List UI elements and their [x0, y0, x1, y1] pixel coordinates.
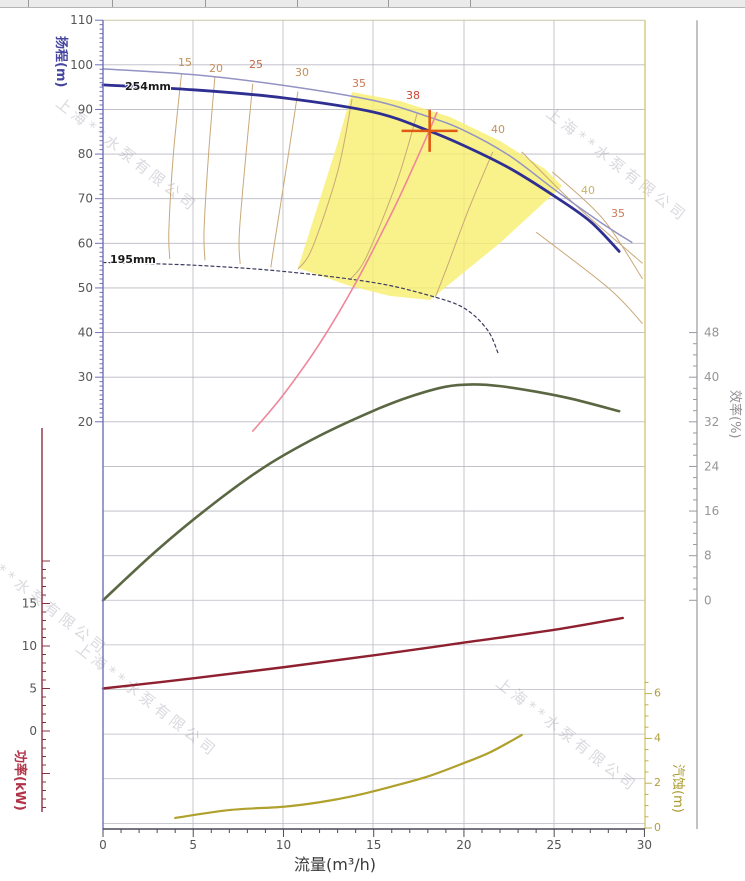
series-impeller-254mm: [101, 83, 621, 253]
top-tab-bar[interactable]: [0, 0, 745, 8]
iso-efficiency-label: 25: [249, 58, 263, 71]
efficiency-tick-label: 40: [704, 370, 719, 384]
efficiency-tick-label: 32: [704, 415, 719, 429]
head-tick-label: 40: [78, 326, 93, 340]
iso-efficiency-line: [238, 83, 254, 264]
flow-tick-label: 0: [99, 838, 107, 852]
series-npsh-curve: [174, 733, 523, 820]
tab-separator: [297, 0, 298, 7]
recommended-zone: [298, 92, 562, 300]
series-power-curve: [101, 616, 624, 690]
tab-separator: [205, 0, 206, 7]
iso-efficiency-line: [270, 91, 299, 268]
tab-separator: [470, 0, 471, 7]
iso-efficiency-line: [349, 113, 418, 280]
head-tick-label: 100: [70, 58, 93, 72]
iso-efficiency-line: [168, 73, 183, 259]
iso-efficiency-lines: [168, 73, 644, 324]
iso-efficiency-label: 40: [581, 184, 595, 197]
npsh-tick-label: 0: [654, 821, 661, 834]
efficiency-tick-label: 8: [704, 549, 712, 563]
head-tick-label: 90: [78, 102, 93, 116]
flow-tick-label: 30: [637, 838, 652, 852]
efficiency-axis-title: 效率(%): [727, 390, 743, 439]
efficiency-tick-label: 0: [704, 593, 712, 607]
head-tick-label: 30: [78, 370, 93, 384]
power-axis-title: 功率(kW): [12, 750, 28, 811]
duty-point-cross[interactable]: [401, 109, 458, 152]
flow-axis-title: 流量(m³/h): [294, 855, 376, 874]
tab-separator: [388, 0, 389, 7]
series-impeller-max-head: [102, 68, 633, 244]
iso-efficiency-label: 15: [178, 56, 192, 69]
iso-efficiency-line: [297, 99, 353, 270]
iso-efficiency-line: [203, 76, 216, 261]
efficiency-tick-label: 24: [704, 459, 719, 473]
series-impeller-195mm: [102, 261, 499, 355]
impeller-label: 254mm: [125, 80, 171, 93]
iso-efficiency-label: 20: [209, 62, 223, 75]
head-tick-label: 80: [78, 147, 93, 161]
iso-efficiency-line: [434, 151, 494, 298]
power-tick-label: 0: [29, 724, 37, 738]
head-tick-label: 50: [78, 281, 93, 295]
tab-separator: [28, 0, 29, 7]
tab-separator: [112, 0, 113, 7]
iso-efficiency-line: [535, 231, 643, 324]
impeller-label: 195mm: [110, 253, 156, 266]
series-efficiency-curve: [101, 383, 621, 602]
power-tick-label: 5: [29, 682, 37, 696]
series-similarity-parabola: [251, 111, 438, 432]
axis-ticks: 1101009080706050403020151050484032241680…: [22, 13, 720, 852]
head-tick-label: 70: [78, 192, 93, 206]
npsh-tick-label: 4: [654, 731, 661, 744]
npsh-axis-title: 汽蚀(m): [670, 764, 685, 813]
iso-efficiency-line: [552, 171, 644, 280]
head-axis-title: 扬程(m): [53, 36, 69, 87]
power-tick-label: 10: [22, 639, 37, 653]
power-tick-label: 15: [22, 597, 37, 611]
flow-tick-label: 5: [189, 838, 197, 852]
iso-efficiency-label: 35: [352, 77, 366, 90]
iso-efficiency-label: 30: [295, 66, 309, 79]
head-tick-label: 110: [70, 13, 93, 27]
efficiency-tick-label: 48: [704, 326, 719, 340]
efficiency-tick-label: 16: [704, 504, 719, 518]
npsh-tick-label: 6: [654, 687, 661, 700]
flow-tick-label: 10: [276, 838, 291, 852]
npsh-tick-label: 2: [654, 776, 661, 789]
iso-efficiency-label: 35: [611, 207, 625, 220]
pump-curve-chart: 上海**水泵有限公司 上海**水泵有限公司上海**水泵有限公司上海**水泵有限公司…: [0, 13, 743, 874]
flow-tick-label: 25: [547, 838, 562, 852]
flow-tick-label: 15: [366, 838, 381, 852]
head-tick-label: 20: [78, 415, 93, 429]
iso-efficiency-label: 38: [406, 89, 420, 102]
head-tick-label: 60: [78, 236, 93, 250]
watermark-text: 上海**水泵有限公司: [0, 537, 112, 659]
iso-efficiency-label: 40: [491, 123, 505, 136]
flow-tick-label: 20: [456, 838, 471, 852]
